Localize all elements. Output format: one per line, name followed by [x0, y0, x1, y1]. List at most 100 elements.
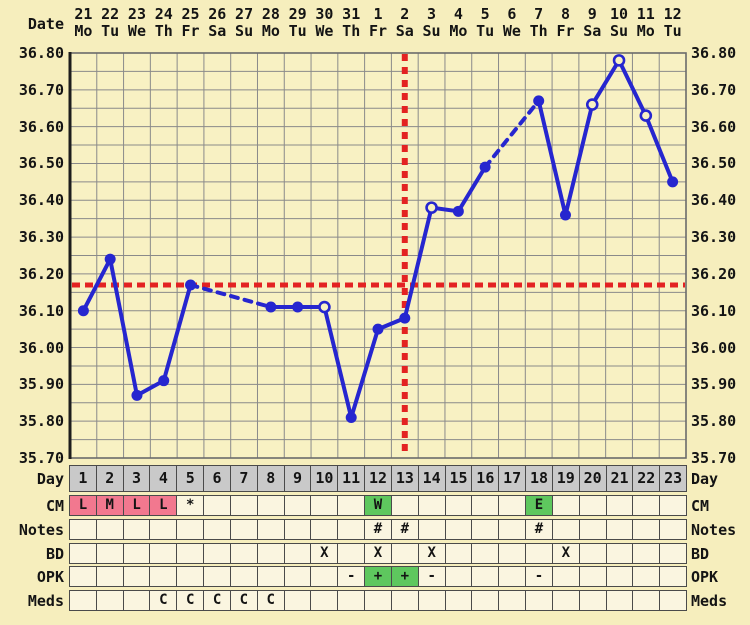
weekday-label: Mo — [261, 22, 280, 40]
opk-cell-6 — [204, 567, 231, 586]
meds-cell-13 — [391, 591, 419, 610]
weekday-label: Mo — [636, 22, 655, 40]
bd-row-label-left: BD — [45, 544, 64, 563]
cm-cell-2: M — [96, 496, 124, 515]
cm-cell-21 — [606, 496, 634, 515]
day-cell-2: 2 — [96, 466, 124, 491]
temp-point-day-1 — [77, 305, 89, 317]
notes-cell-12: # — [365, 520, 392, 539]
date-label: 26 — [208, 5, 227, 23]
date-label: 6 — [507, 5, 517, 23]
date-header: 21 Mo 22 Tu 23 We 24 Th 25 Fr 26 Sa 27 Su 28 Mo 29 Tu 30 We… — [0, 0, 750, 46]
notes-cell-4 — [150, 520, 178, 539]
temp-point-day-9 — [292, 301, 304, 313]
day-cell-7: 7 — [230, 466, 258, 491]
date-label: 22 — [101, 5, 120, 23]
cm-row-label-left: CM — [45, 496, 64, 515]
temp-point-day-12 — [372, 323, 384, 335]
cm-cell-10 — [311, 496, 339, 515]
cm-cell-23 — [660, 496, 687, 515]
weekday-label: Th — [154, 22, 173, 40]
day-cell-6: 6 — [204, 466, 231, 491]
y-tick-label-left: 36.60 — [18, 117, 64, 136]
date-column-19: 8 Fr — [552, 6, 579, 40]
notes-cell-6 — [204, 520, 231, 539]
day-cell-22: 22 — [633, 466, 661, 491]
date-column-10: 30 We — [311, 6, 338, 40]
day-cell-21: 21 — [606, 466, 634, 491]
y-tick-label-right: 36.50 — [691, 154, 737, 173]
bd-cell-4 — [150, 544, 178, 563]
bd-cell-19: X — [552, 544, 580, 563]
weekday-label: We — [315, 22, 334, 40]
notes-cell-20 — [579, 520, 607, 539]
day-cell-11: 11 — [338, 466, 366, 491]
notes-cell-21 — [606, 520, 634, 539]
opk-cell-16 — [472, 567, 500, 586]
cm-cell-9 — [284, 496, 312, 515]
notes-cell-5 — [177, 520, 205, 539]
day-cell-19: 19 — [552, 466, 580, 491]
day-cell-1: 1 — [70, 466, 97, 491]
notes-cell-1 — [70, 520, 97, 539]
cm-cell-12: W — [365, 496, 392, 515]
opk-cell-5 — [177, 567, 205, 586]
temp-point-day-5 — [185, 279, 197, 291]
day-cell-12: 12 — [365, 466, 392, 491]
date-label: 31 — [342, 5, 361, 23]
y-tick-label-right: 36.00 — [691, 338, 737, 357]
day-row: 1 2 3 4 5 6 7 8 9 10 11 12 13 14 15 16 17 18 19 20 21 22 23 — [69, 465, 687, 492]
date-column-12: 1 Fr — [365, 6, 392, 40]
date-label: 24 — [154, 5, 173, 23]
y-tick-label-left: 36.40 — [18, 191, 64, 210]
bd-cell-13 — [391, 544, 419, 563]
bd-cell-11 — [338, 544, 366, 563]
date-label: 12 — [663, 5, 682, 23]
temp-line-segment — [536, 98, 568, 217]
date-column-17: 6 We — [499, 6, 526, 40]
opk-row: - + + - - — [69, 566, 687, 587]
date-column-7: 27 Su — [231, 6, 258, 40]
cm-cell-18: E — [526, 496, 553, 515]
date-label: 11 — [636, 5, 655, 23]
day-cell-17: 17 — [499, 466, 527, 491]
date-column-16: 5 Tu — [472, 6, 499, 40]
cm-cell-14 — [418, 496, 446, 515]
opk-cell-9 — [284, 567, 312, 586]
y-tick-label-right: 35.80 — [691, 412, 737, 431]
temp-point-day-11 — [345, 412, 357, 423]
bd-cell-7 — [230, 544, 258, 563]
date-label: 30 — [315, 5, 334, 23]
opk-cell-22 — [633, 567, 661, 586]
day-cell-16: 16 — [472, 466, 500, 491]
opk-cell-18: - — [526, 567, 553, 586]
meds-cell-5: C — [177, 591, 205, 610]
date-column-13: 2 Sa — [391, 6, 418, 40]
cm-cell-5: * — [177, 496, 205, 515]
bd-cell-3 — [123, 544, 151, 563]
cm-cell-7 — [230, 496, 258, 515]
y-tick-label-left: 36.30 — [18, 228, 64, 247]
meds-cell-8: C — [257, 591, 285, 610]
temp-point-day-19 — [559, 209, 571, 221]
opk-cell-15 — [445, 567, 473, 586]
temp-line-segment — [402, 205, 434, 321]
cm-cell-1: L — [70, 496, 97, 515]
cm-cell-15 — [445, 496, 473, 515]
notes-cell-19 — [552, 520, 580, 539]
temp-point-day-3 — [131, 389, 143, 401]
meds-cell-10 — [311, 591, 339, 610]
temp-point-day-16 — [479, 161, 491, 173]
bd-cell-14: X — [418, 544, 446, 563]
date-label: 10 — [610, 5, 629, 23]
meds-cell-16 — [472, 591, 500, 610]
temp-line-segment — [108, 257, 139, 398]
temp-line-segment — [349, 327, 380, 420]
cm-cell-17 — [499, 496, 527, 515]
opk-cell-20 — [579, 567, 607, 586]
meds-row-label-left: Meds — [27, 591, 64, 610]
notes-cell-7 — [230, 520, 258, 539]
y-tick-label-right: 36.40 — [691, 191, 737, 210]
